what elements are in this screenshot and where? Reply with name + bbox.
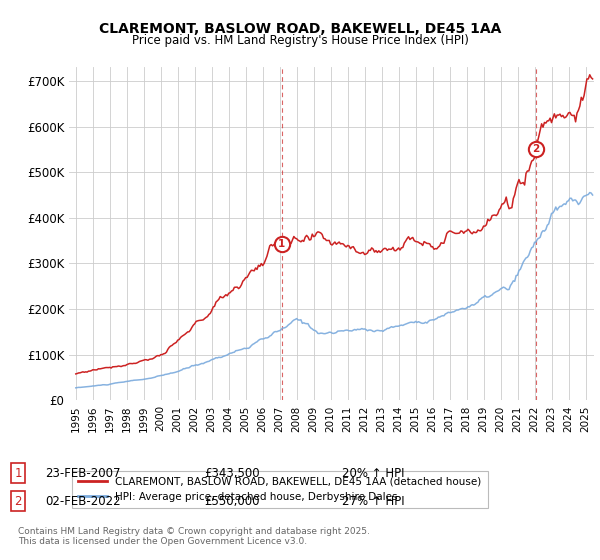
Text: 2: 2 [14,494,22,508]
Legend: CLAREMONT, BASLOW ROAD, BAKEWELL, DE45 1AA (detached house), HPI: Average price,: CLAREMONT, BASLOW ROAD, BAKEWELL, DE45 1… [71,470,488,508]
Text: 1: 1 [278,239,286,249]
Text: 27% ↑ HPI: 27% ↑ HPI [342,494,404,508]
Text: 2: 2 [532,144,539,155]
Text: 20% ↑ HPI: 20% ↑ HPI [342,466,404,480]
Text: 23-FEB-2007: 23-FEB-2007 [45,466,121,480]
Text: £343,500: £343,500 [204,466,260,480]
Text: 1: 1 [14,466,22,480]
Text: CLAREMONT, BASLOW ROAD, BAKEWELL, DE45 1AA: CLAREMONT, BASLOW ROAD, BAKEWELL, DE45 1… [99,22,501,36]
Text: £550,000: £550,000 [204,494,260,508]
Text: Price paid vs. HM Land Registry's House Price Index (HPI): Price paid vs. HM Land Registry's House … [131,34,469,46]
Text: 02-FEB-2022: 02-FEB-2022 [45,494,121,508]
Text: Contains HM Land Registry data © Crown copyright and database right 2025.
This d: Contains HM Land Registry data © Crown c… [18,526,370,546]
